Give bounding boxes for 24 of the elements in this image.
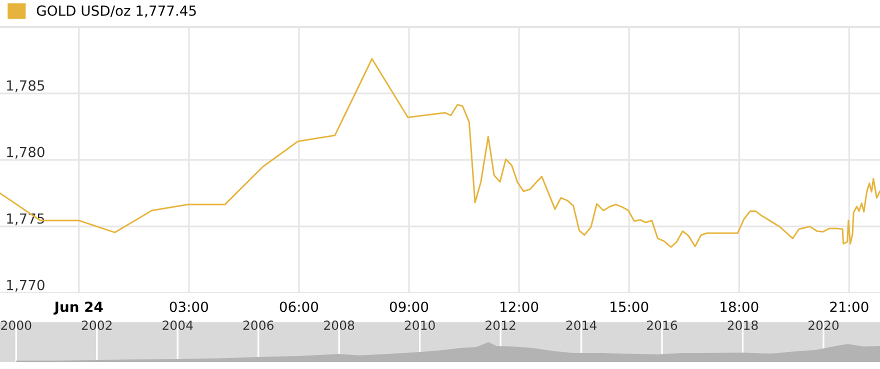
y-tick-label: 1,785 <box>7 80 44 92</box>
x-tick-label: 15:00 <box>610 302 648 312</box>
x-tick-label: 2014 <box>566 320 596 330</box>
legend-label: GOLD USD/oz 1,777.45 <box>36 5 196 18</box>
x-tick-label: 2012 <box>486 320 516 330</box>
x-tick-label: 2020 <box>808 320 839 330</box>
x-tick-label: 21:00 <box>830 302 868 312</box>
x-tick-label: 2004 <box>162 320 193 330</box>
x-tick-label: 2016 <box>647 320 678 330</box>
x-tick-label: 03:00 <box>170 302 208 312</box>
x-tick-label: 09:00 <box>390 302 428 312</box>
y-tick-label: 1,770 <box>7 280 44 292</box>
x-tick-label: 2006 <box>243 320 274 330</box>
x-tick-label: 2008 <box>324 320 354 330</box>
x-tick-label: 2010 <box>404 320 435 330</box>
y-tick-label: 1,775 <box>7 213 44 226</box>
x-tick-label: 18:00 <box>720 302 758 312</box>
x-tick-label: 2018 <box>728 320 758 330</box>
y-tick-label: 1,780 <box>7 146 44 159</box>
x-tick-label: 06:00 <box>280 302 318 312</box>
x-tick-label: Jun 24 <box>54 302 103 315</box>
x-tick-label: 2002 <box>82 320 112 330</box>
x-tick-label: 12:00 <box>500 302 538 312</box>
x-tick-label: 2000 <box>1 320 32 330</box>
